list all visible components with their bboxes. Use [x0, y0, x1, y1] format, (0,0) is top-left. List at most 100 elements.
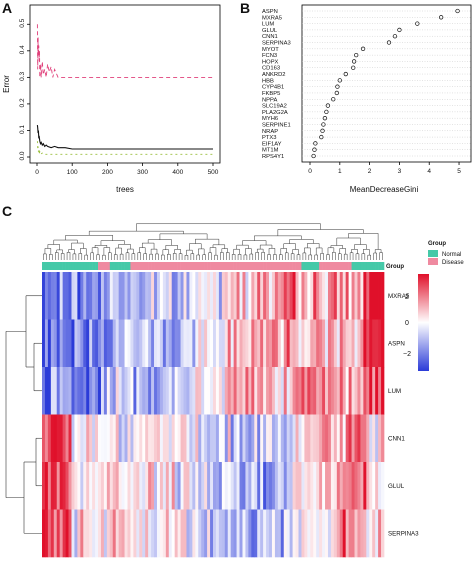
heatmap-cell — [254, 272, 258, 320]
heatmap-cell — [112, 414, 117, 463]
plot-b-point — [335, 84, 340, 89]
heatmap-cell — [286, 319, 291, 368]
heatmap-cell — [80, 509, 84, 558]
heatmap-cell — [174, 509, 178, 558]
heatmap-cell — [133, 367, 137, 415]
heatmap-cell — [372, 367, 376, 415]
plot-b-point — [331, 97, 336, 102]
heatmap-cell — [230, 462, 234, 510]
heatmap-cell — [210, 319, 214, 368]
heatmap-cell — [100, 319, 105, 368]
plot-b-variable-label: HBB — [262, 78, 274, 84]
plot-b-point — [324, 109, 329, 115]
heatmap-cell — [127, 509, 131, 558]
heatmap-cell — [177, 462, 181, 510]
plot-b-variable-label: LUM — [262, 22, 274, 28]
plot-a-x-tick-label: 200 — [102, 169, 113, 176]
heatmap-cell — [310, 414, 314, 463]
heatmap-cell — [266, 319, 270, 368]
heatmap-cell — [124, 414, 128, 463]
heatmap-cell — [257, 272, 261, 320]
heatmap-cell — [92, 414, 96, 463]
heatmap-cell — [286, 272, 291, 320]
heatmap-cell — [142, 414, 146, 463]
annotation-cell — [83, 262, 87, 270]
heatmap-cell — [210, 462, 214, 510]
heatmap-cell — [369, 414, 373, 463]
heatmap-cell — [381, 272, 385, 320]
annotation-cell — [115, 262, 119, 270]
annotation-cell — [112, 262, 117, 270]
plot-b-variable-label: PLA2G2A — [262, 110, 288, 116]
heatmap-cell — [227, 272, 232, 320]
heatmap-cell — [336, 367, 341, 415]
heatmap-cell — [295, 272, 299, 320]
annotation-cell — [230, 262, 234, 270]
heatmap-cell — [65, 367, 69, 415]
heatmap-cell — [47, 272, 52, 320]
heatmap-cell — [372, 462, 376, 510]
plot-a-series-line — [36, 141, 213, 156]
colorbar — [418, 274, 429, 371]
annotation-cell — [295, 262, 299, 270]
heatmap-cell — [221, 367, 226, 415]
heatmap-cell — [319, 319, 323, 368]
heatmap-cell — [198, 462, 202, 510]
heatmap-cell — [154, 367, 158, 415]
heatmap-cell — [142, 367, 146, 415]
heatmap-cell — [83, 462, 87, 510]
heatmap-cell — [165, 272, 170, 320]
heatmap-cell — [295, 367, 299, 415]
heatmap-cell — [59, 319, 63, 368]
heatmap-cell — [363, 367, 367, 415]
heatmap-cell — [307, 272, 311, 320]
heatmap-cell — [372, 414, 376, 463]
plot-b-point — [360, 46, 366, 51]
heatmap-cell — [156, 272, 161, 320]
heatmap-cell — [274, 367, 279, 415]
heatmap-cell — [221, 462, 226, 510]
heatmap-cell — [242, 272, 246, 320]
heatmap-cell — [330, 367, 335, 415]
heatmap-cell — [310, 462, 314, 510]
annotation-cell — [357, 262, 361, 270]
heatmap-cell — [192, 509, 196, 558]
heatmap-cell — [233, 414, 237, 463]
heatmap-cell — [254, 319, 258, 368]
heatmap-cell — [118, 367, 122, 415]
heatmap-cell — [254, 367, 258, 415]
heatmap-cell — [171, 319, 176, 368]
heatmap-cell — [381, 509, 385, 558]
heatmap-cell — [292, 319, 296, 368]
annotation-cell — [201, 262, 205, 270]
expression-heatmap: Group MXRA5 ASPN LUM CNN1 GLUL SERPINA3 Group… — [5, 223, 464, 558]
heatmap-cell — [360, 319, 364, 368]
heatmap-cell — [283, 462, 288, 510]
heatmap-cell — [257, 367, 261, 415]
plot-b-point — [415, 21, 420, 26]
heatmap-cell — [316, 462, 320, 510]
heatmap-cell — [180, 414, 184, 463]
heatmap-cell — [50, 367, 55, 415]
annotation-cell — [124, 262, 128, 270]
heatmap-cell — [44, 509, 49, 558]
heatmap-cell — [213, 272, 217, 320]
heatmap-cell — [366, 414, 370, 463]
heatmap-cell — [180, 462, 184, 510]
heatmap-cell — [224, 462, 229, 510]
heatmap-cell — [118, 509, 122, 558]
heatmap-cell — [248, 367, 252, 415]
heatmap-cell — [53, 462, 58, 510]
heatmap-cell — [74, 414, 78, 463]
heatmap-cell — [121, 509, 125, 558]
heatmap-cell — [118, 272, 122, 320]
heatmap-cell — [378, 272, 382, 320]
heatmap-cell — [151, 414, 155, 463]
heatmap-cell — [342, 319, 347, 368]
heatmap-cell — [127, 367, 131, 415]
heatmap-cell — [271, 272, 276, 320]
annotation-cell — [62, 262, 66, 270]
heatmap-cell — [213, 414, 217, 463]
heatmap-cell — [180, 319, 184, 368]
annotation-cell — [195, 262, 199, 270]
